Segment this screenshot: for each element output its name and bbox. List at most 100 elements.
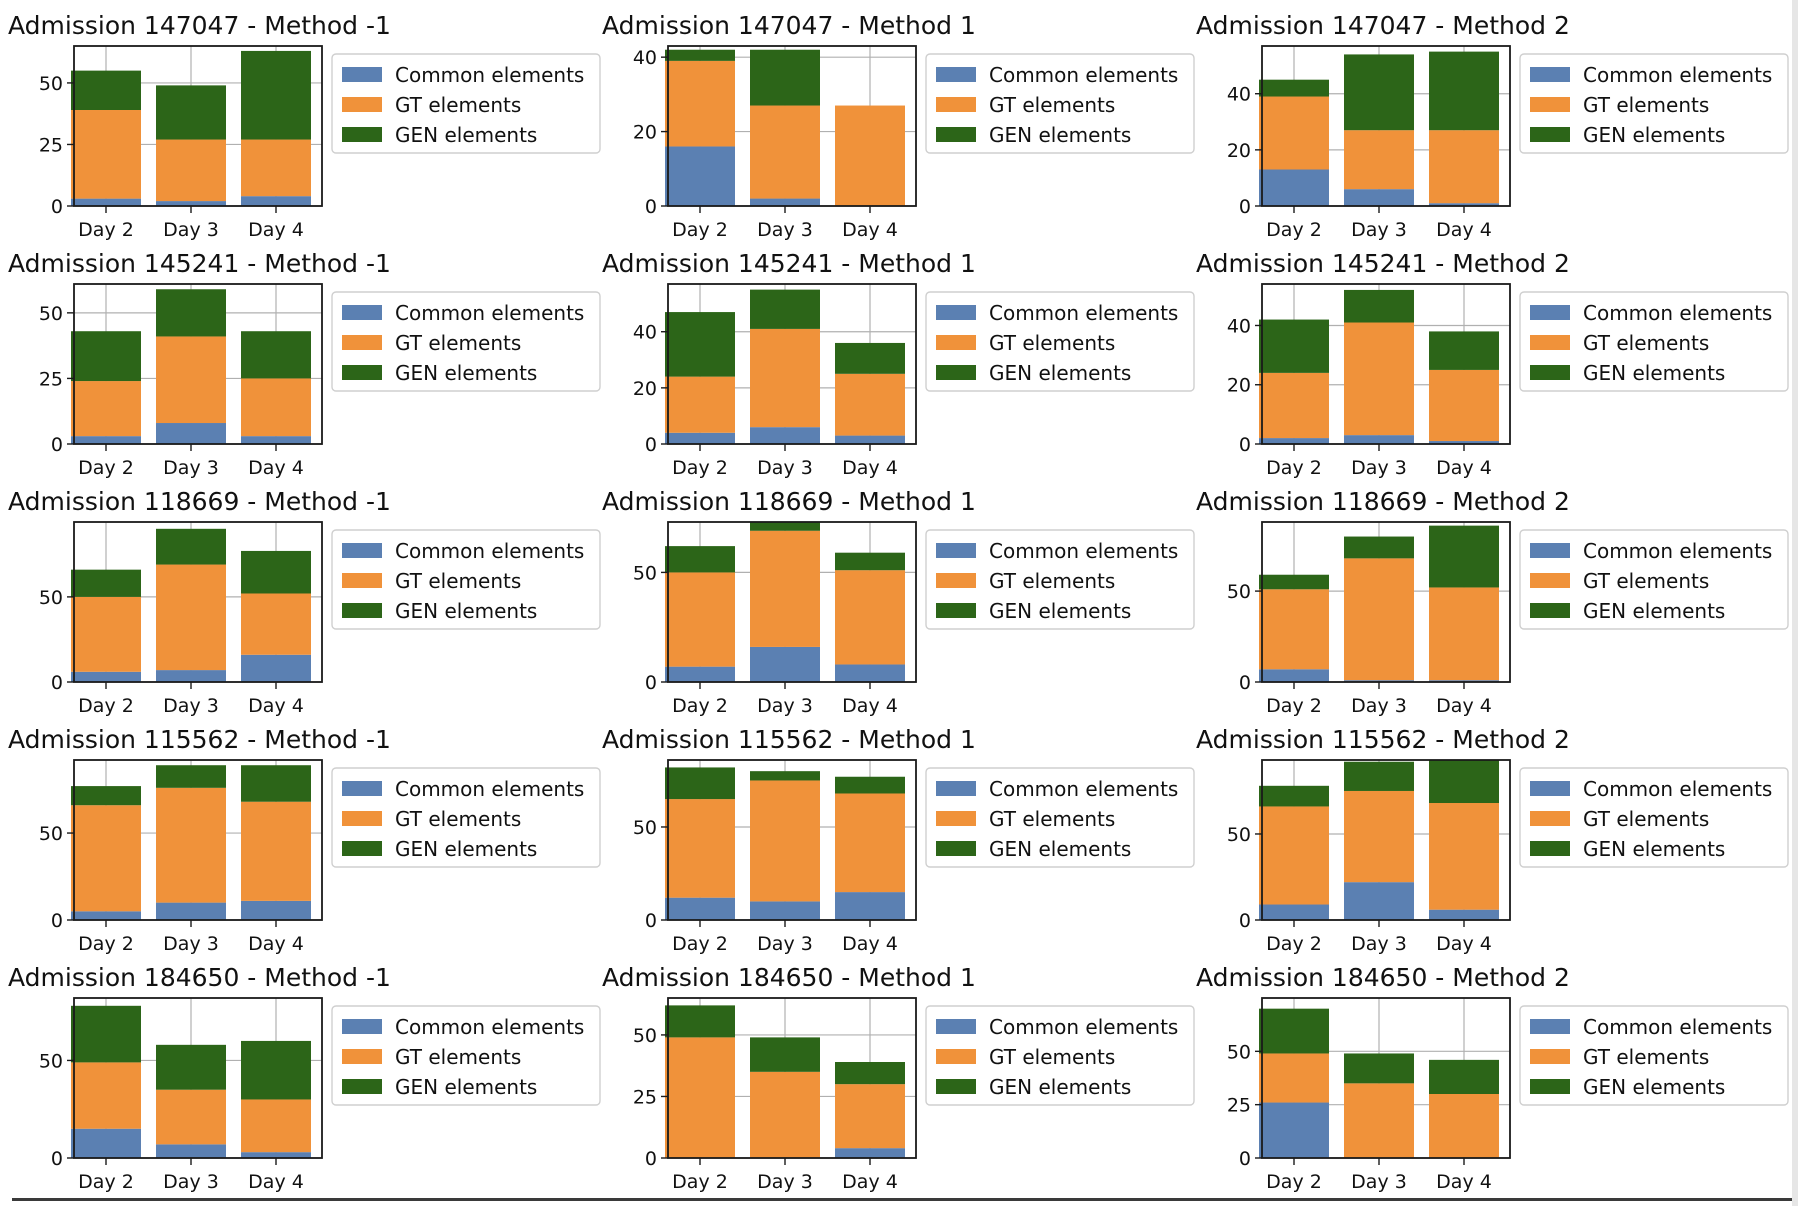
bar-gen-day-2: [665, 49, 735, 61]
subplot-title: Admission 145241 - Method 1: [602, 249, 976, 278]
y-tick-label: 40: [1227, 315, 1251, 337]
legend-label-common: Common elements: [1583, 777, 1772, 801]
bar-common-day-3: [156, 670, 226, 682]
x-tick-label: Day 3: [757, 695, 813, 717]
legend-label-gen: GEN elements: [1583, 1075, 1725, 1099]
bar-common-day-4: [835, 435, 905, 444]
bar-gen-day-2: [665, 312, 735, 377]
legend-label-gt: GT elements: [1583, 331, 1709, 355]
legend-swatch-gt: [342, 335, 382, 350]
y-tick-label: 25: [1227, 1095, 1251, 1117]
legend-swatch-gen: [936, 127, 976, 142]
subplot-3-3: Admission 118669 - Method 2 0 50 Day 2 Day 3…: [1196, 487, 1789, 717]
bar-common-day-3: [750, 646, 820, 682]
y-tick-label: 50: [633, 817, 657, 839]
subplot-title: Admission 184650 - Method 2: [1196, 963, 1570, 992]
y-tick-label: 0: [1239, 910, 1251, 932]
bar-gt-day-3: [750, 1071, 820, 1158]
legend-label-gt: GT elements: [989, 331, 1115, 355]
bar-gen-day-3: [1344, 1053, 1414, 1084]
legend-label-common: Common elements: [1583, 63, 1772, 87]
legend-box: [1519, 53, 1789, 154]
bar-gt-day-4: [835, 570, 905, 665]
bar-gen-day-3: [156, 289, 226, 337]
legend-label-gen: GEN elements: [395, 837, 537, 861]
legend-label-common: Common elements: [989, 539, 1178, 563]
y-tick-label: 25: [39, 134, 63, 156]
bar-gt-day-3: [156, 564, 226, 671]
bar-common-day-3: [1344, 680, 1414, 682]
legend-swatch-gt: [936, 811, 976, 826]
subplot-title: Admission 184650 - Method 1: [602, 963, 976, 992]
x-tick-label: Day 3: [163, 1171, 219, 1193]
y-tick-label: 0: [1239, 196, 1251, 218]
bar-gt-day-2: [1259, 1053, 1329, 1103]
x-tick-label: Day 2: [78, 1171, 134, 1193]
legend-label-gen: GEN elements: [395, 599, 537, 623]
bar-gen-day-4: [241, 550, 311, 594]
y-tick-label: 0: [1239, 672, 1251, 694]
legend-swatch-gt: [1530, 1049, 1570, 1064]
bar-common-day-3: [156, 1144, 226, 1158]
bar-gen-day-4: [241, 50, 311, 140]
bar-common-day-2: [1259, 669, 1329, 682]
subplot-title: Admission 115562 - Method 1: [602, 725, 976, 754]
bar-gen-day-4: [835, 776, 905, 794]
bar-gen-day-2: [1259, 79, 1329, 97]
bar-common-day-4: [241, 196, 311, 206]
subplot-4-3: Admission 115562 - Method 2 0 50 Day 2 Day 3…: [1196, 725, 1789, 955]
legend-label-gt: GT elements: [989, 569, 1115, 593]
legend-label-gt: GT elements: [1583, 569, 1709, 593]
axes-frame: [1261, 45, 1511, 207]
legend-box: [925, 529, 1195, 630]
legend-swatch-common: [936, 543, 976, 558]
y-tick-label: 50: [39, 587, 63, 609]
bar-gt-day-4: [241, 1099, 311, 1153]
axes-frame: [1261, 283, 1511, 445]
legend-label-gen: GEN elements: [1583, 837, 1725, 861]
legend-swatch-gt: [342, 97, 382, 112]
legend-label-common: Common elements: [989, 301, 1178, 325]
legend-label-gt: GT elements: [1583, 807, 1709, 831]
bar-gt-day-2: [71, 110, 141, 199]
bar-gen-day-4: [835, 342, 905, 374]
y-tick-label: 20: [1227, 140, 1251, 162]
legend-swatch-common: [342, 67, 382, 82]
x-tick-label: Day 3: [757, 933, 813, 955]
y-tick-label: 40: [633, 47, 657, 69]
y-tick-label: 20: [1227, 375, 1251, 397]
subplot-title: Admission 118669 - Method -1: [8, 487, 391, 516]
legend-swatch-gt: [936, 97, 976, 112]
legend-swatch-gt: [342, 1049, 382, 1064]
subplot-5-1: Admission 184650 - Method -1 0 50 Day 2 Day …: [8, 963, 601, 1193]
bar-common-day-2: [71, 1128, 141, 1158]
legend-box: [331, 529, 601, 630]
bar-gt-day-3: [750, 328, 820, 428]
bar-gen-day-3: [750, 771, 820, 781]
legend-label-gen: GEN elements: [989, 599, 1131, 623]
bar-gt-day-3: [156, 139, 226, 202]
bar-gen-day-4: [1429, 51, 1499, 131]
subplot-title: Admission 147047 - Method 2: [1196, 11, 1570, 40]
y-tick-label: 0: [51, 196, 63, 218]
subplot-1-3: Admission 147047 - Method 2 0 20 40 Day 2 Day…: [1196, 11, 1789, 241]
axes-frame: [667, 759, 917, 921]
bar-common-day-2: [71, 198, 141, 206]
legend-swatch-gen: [936, 1079, 976, 1094]
x-tick-label: Day 4: [248, 1171, 304, 1193]
subplot-title: Admission 184650 - Method -1: [8, 963, 391, 992]
bar-gen-day-3: [156, 528, 226, 565]
legend-swatch-common: [1530, 305, 1570, 320]
bar-common-day-2: [1259, 438, 1329, 444]
x-tick-label: Day 4: [248, 219, 304, 241]
axes-frame: [1261, 759, 1511, 921]
axes-frame: [73, 759, 323, 921]
bar-common-day-2: [665, 432, 735, 444]
y-tick-label: 50: [1227, 824, 1251, 846]
legend-swatch-common: [1530, 543, 1570, 558]
bar-gt-day-4: [1429, 1094, 1499, 1158]
y-tick-label: 25: [633, 1086, 657, 1108]
legend-label-gen: GEN elements: [989, 361, 1131, 385]
